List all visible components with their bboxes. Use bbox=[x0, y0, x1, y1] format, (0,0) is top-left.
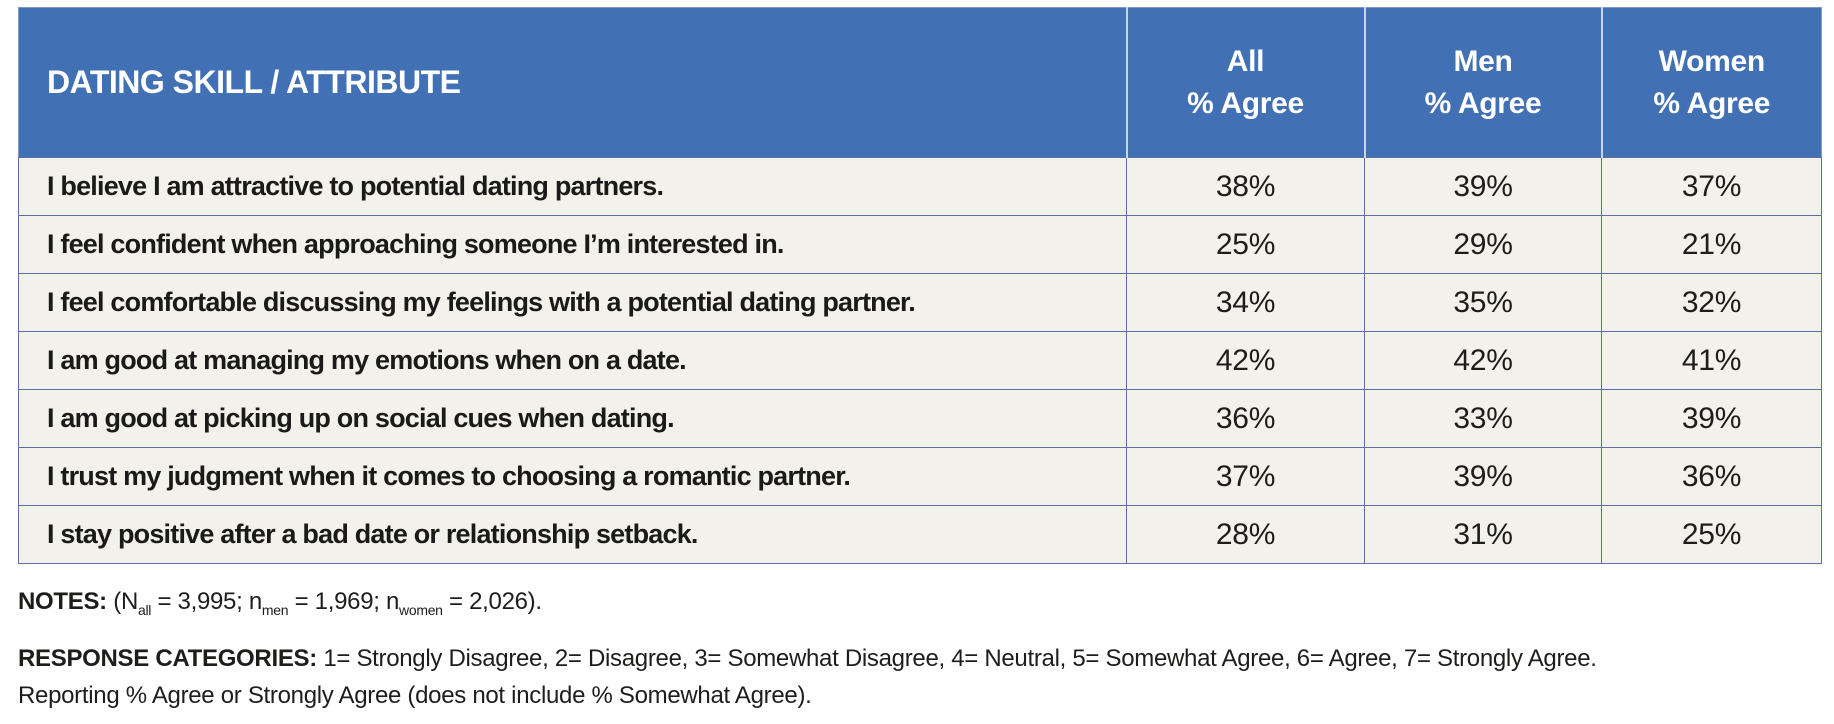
men-value-cell: 39% bbox=[1364, 157, 1602, 216]
men-value-cell: 35% bbox=[1364, 273, 1602, 332]
column-header-women-measure: % Agree bbox=[1653, 86, 1771, 120]
column-header-women: Women % Agree bbox=[1600, 7, 1822, 158]
column-header-all-measure: % Agree bbox=[1187, 86, 1304, 120]
women-value-cell: 41% bbox=[1601, 331, 1822, 390]
women-value-cell: 32% bbox=[1601, 273, 1822, 332]
table-row: I am good at managing my emotions when o… bbox=[18, 331, 1822, 390]
all-value-cell: 34% bbox=[1126, 273, 1365, 332]
women-value-cell: 25% bbox=[1601, 505, 1822, 564]
response-categories-line: RESPONSE CATEGORIES: 1= Strongly Disagre… bbox=[18, 640, 1821, 714]
notes-subscript-women: women bbox=[399, 602, 443, 618]
column-header-men-group: Men bbox=[1453, 44, 1513, 78]
statement-cell: I am good at managing my emotions when o… bbox=[18, 331, 1127, 390]
table-row: I trust my judgment when it comes to cho… bbox=[18, 447, 1822, 506]
response-categories-reporting-note: Reporting % Agree or Strongly Agree (doe… bbox=[18, 682, 812, 709]
all-value-cell: 37% bbox=[1126, 447, 1365, 506]
dating-skills-table: DATING SKILL / ATTRIBUTE All % Agree Men… bbox=[18, 7, 1822, 564]
notes-line: NOTES: (Nall = 3,995; nmen = 1,969; nwom… bbox=[18, 588, 1821, 618]
all-value-cell: 36% bbox=[1126, 389, 1365, 448]
column-header-skill: DATING SKILL / ATTRIBUTE bbox=[18, 7, 1127, 158]
table-row: I believe I am attractive to potential d… bbox=[18, 157, 1822, 216]
women-value-cell: 21% bbox=[1601, 215, 1822, 274]
notes-part: = 2,026). bbox=[442, 588, 542, 615]
all-value-cell: 38% bbox=[1126, 157, 1365, 216]
all-value-cell: 28% bbox=[1126, 505, 1365, 564]
response-categories-text: 1= Strongly Disagree, 2= Disagree, 3= So… bbox=[323, 645, 1597, 672]
men-value-cell: 42% bbox=[1364, 331, 1602, 390]
column-header-all-group: All bbox=[1226, 44, 1265, 78]
notes-part: = 1,969; n bbox=[288, 588, 400, 615]
women-value-cell: 36% bbox=[1601, 447, 1822, 506]
notes-subscript-men: men bbox=[261, 602, 289, 618]
statement-cell: I feel confident when approaching someon… bbox=[18, 215, 1127, 274]
statement-cell: I feel comfortable discussing my feeling… bbox=[18, 273, 1127, 332]
table-row: I feel comfortable discussing my feeling… bbox=[18, 273, 1822, 332]
women-value-cell: 39% bbox=[1601, 389, 1822, 448]
men-value-cell: 39% bbox=[1364, 447, 1602, 506]
column-header-men: Men % Agree bbox=[1363, 7, 1602, 158]
notes-label: NOTES: bbox=[18, 588, 107, 615]
table-body: I believe I am attractive to potential d… bbox=[18, 157, 1822, 564]
table-row: I am good at picking up on social cues w… bbox=[18, 389, 1822, 448]
column-header-men-measure: % Agree bbox=[1424, 86, 1542, 120]
notes-part: = 3,995; n bbox=[151, 588, 262, 615]
statement-cell: I am good at picking up on social cues w… bbox=[18, 389, 1127, 448]
all-value-cell: 42% bbox=[1126, 331, 1365, 390]
women-value-cell: 37% bbox=[1601, 157, 1822, 216]
men-value-cell: 29% bbox=[1364, 215, 1602, 274]
column-header-women-group: Women bbox=[1658, 44, 1766, 78]
men-value-cell: 31% bbox=[1364, 505, 1602, 564]
statement-cell: I trust my judgment when it comes to cho… bbox=[18, 447, 1127, 506]
statement-cell: I believe I am attractive to potential d… bbox=[18, 157, 1127, 216]
all-value-cell: 25% bbox=[1126, 215, 1365, 274]
notes-subscript-all: all bbox=[137, 602, 152, 618]
table-row: I stay positive after a bad date or rela… bbox=[18, 505, 1822, 564]
header-row: DATING SKILL / ATTRIBUTE All % Agree Men… bbox=[18, 7, 1822, 158]
table-header: DATING SKILL / ATTRIBUTE All % Agree Men… bbox=[18, 7, 1822, 158]
response-categories-label: RESPONSE CATEGORIES: bbox=[18, 645, 317, 672]
notes-part: (N bbox=[113, 588, 138, 615]
men-value-cell: 33% bbox=[1364, 389, 1602, 448]
notes-text: (Nall = 3,995; nmen = 1,969; nwomen = 2,… bbox=[113, 588, 542, 618]
statement-cell: I stay positive after a bad date or rela… bbox=[18, 505, 1127, 564]
column-header-all: All % Agree bbox=[1125, 7, 1365, 158]
table-row: I feel confident when approaching someon… bbox=[18, 215, 1822, 274]
